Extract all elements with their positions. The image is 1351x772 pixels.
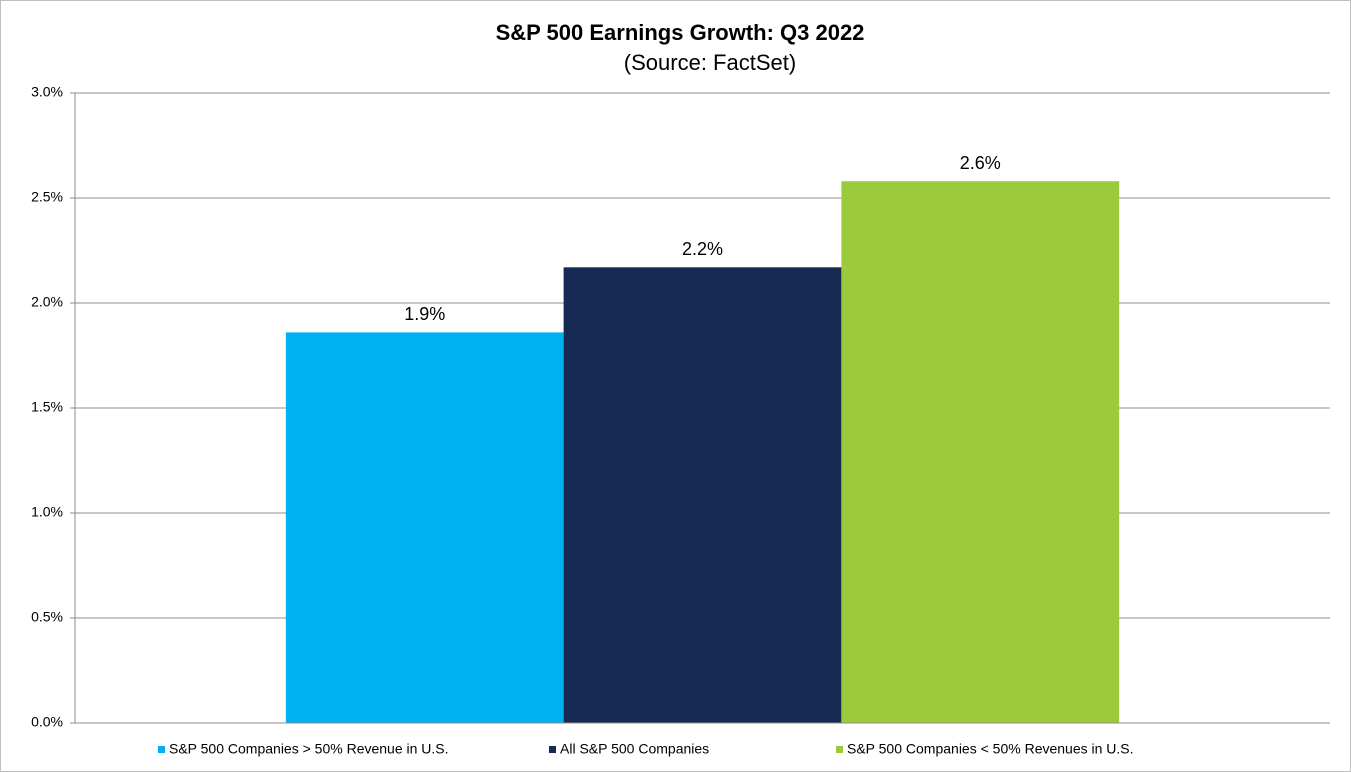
y-tick-label: 0.0% xyxy=(31,714,63,730)
legend-swatch xyxy=(836,746,843,753)
y-tick-label: 2.0% xyxy=(31,294,63,310)
legend-swatch xyxy=(549,746,556,753)
value-label: 2.6% xyxy=(960,153,1001,173)
value-label: 1.9% xyxy=(404,304,445,324)
legend-label: S&P 500 Companies < 50% Revenues in U.S. xyxy=(847,741,1134,757)
value-label: 2.2% xyxy=(682,239,723,259)
chart-subtitle: (Source: FactSet) xyxy=(624,50,796,75)
y-tick-label: 1.5% xyxy=(31,399,63,415)
legend-label: All S&P 500 Companies xyxy=(560,741,709,757)
y-tick-label: 1.0% xyxy=(31,504,63,520)
y-tick-label: 2.5% xyxy=(31,189,63,205)
bar xyxy=(841,181,1120,723)
y-tick-label: 0.5% xyxy=(31,609,63,625)
bar xyxy=(563,267,842,723)
legend-label: S&P 500 Companies > 50% Revenue in U.S. xyxy=(169,741,449,757)
chart-title: S&P 500 Earnings Growth: Q3 2022 xyxy=(496,20,865,45)
bar xyxy=(285,332,564,723)
legend-swatch xyxy=(158,746,165,753)
y-tick-label: 3.0% xyxy=(31,84,63,100)
